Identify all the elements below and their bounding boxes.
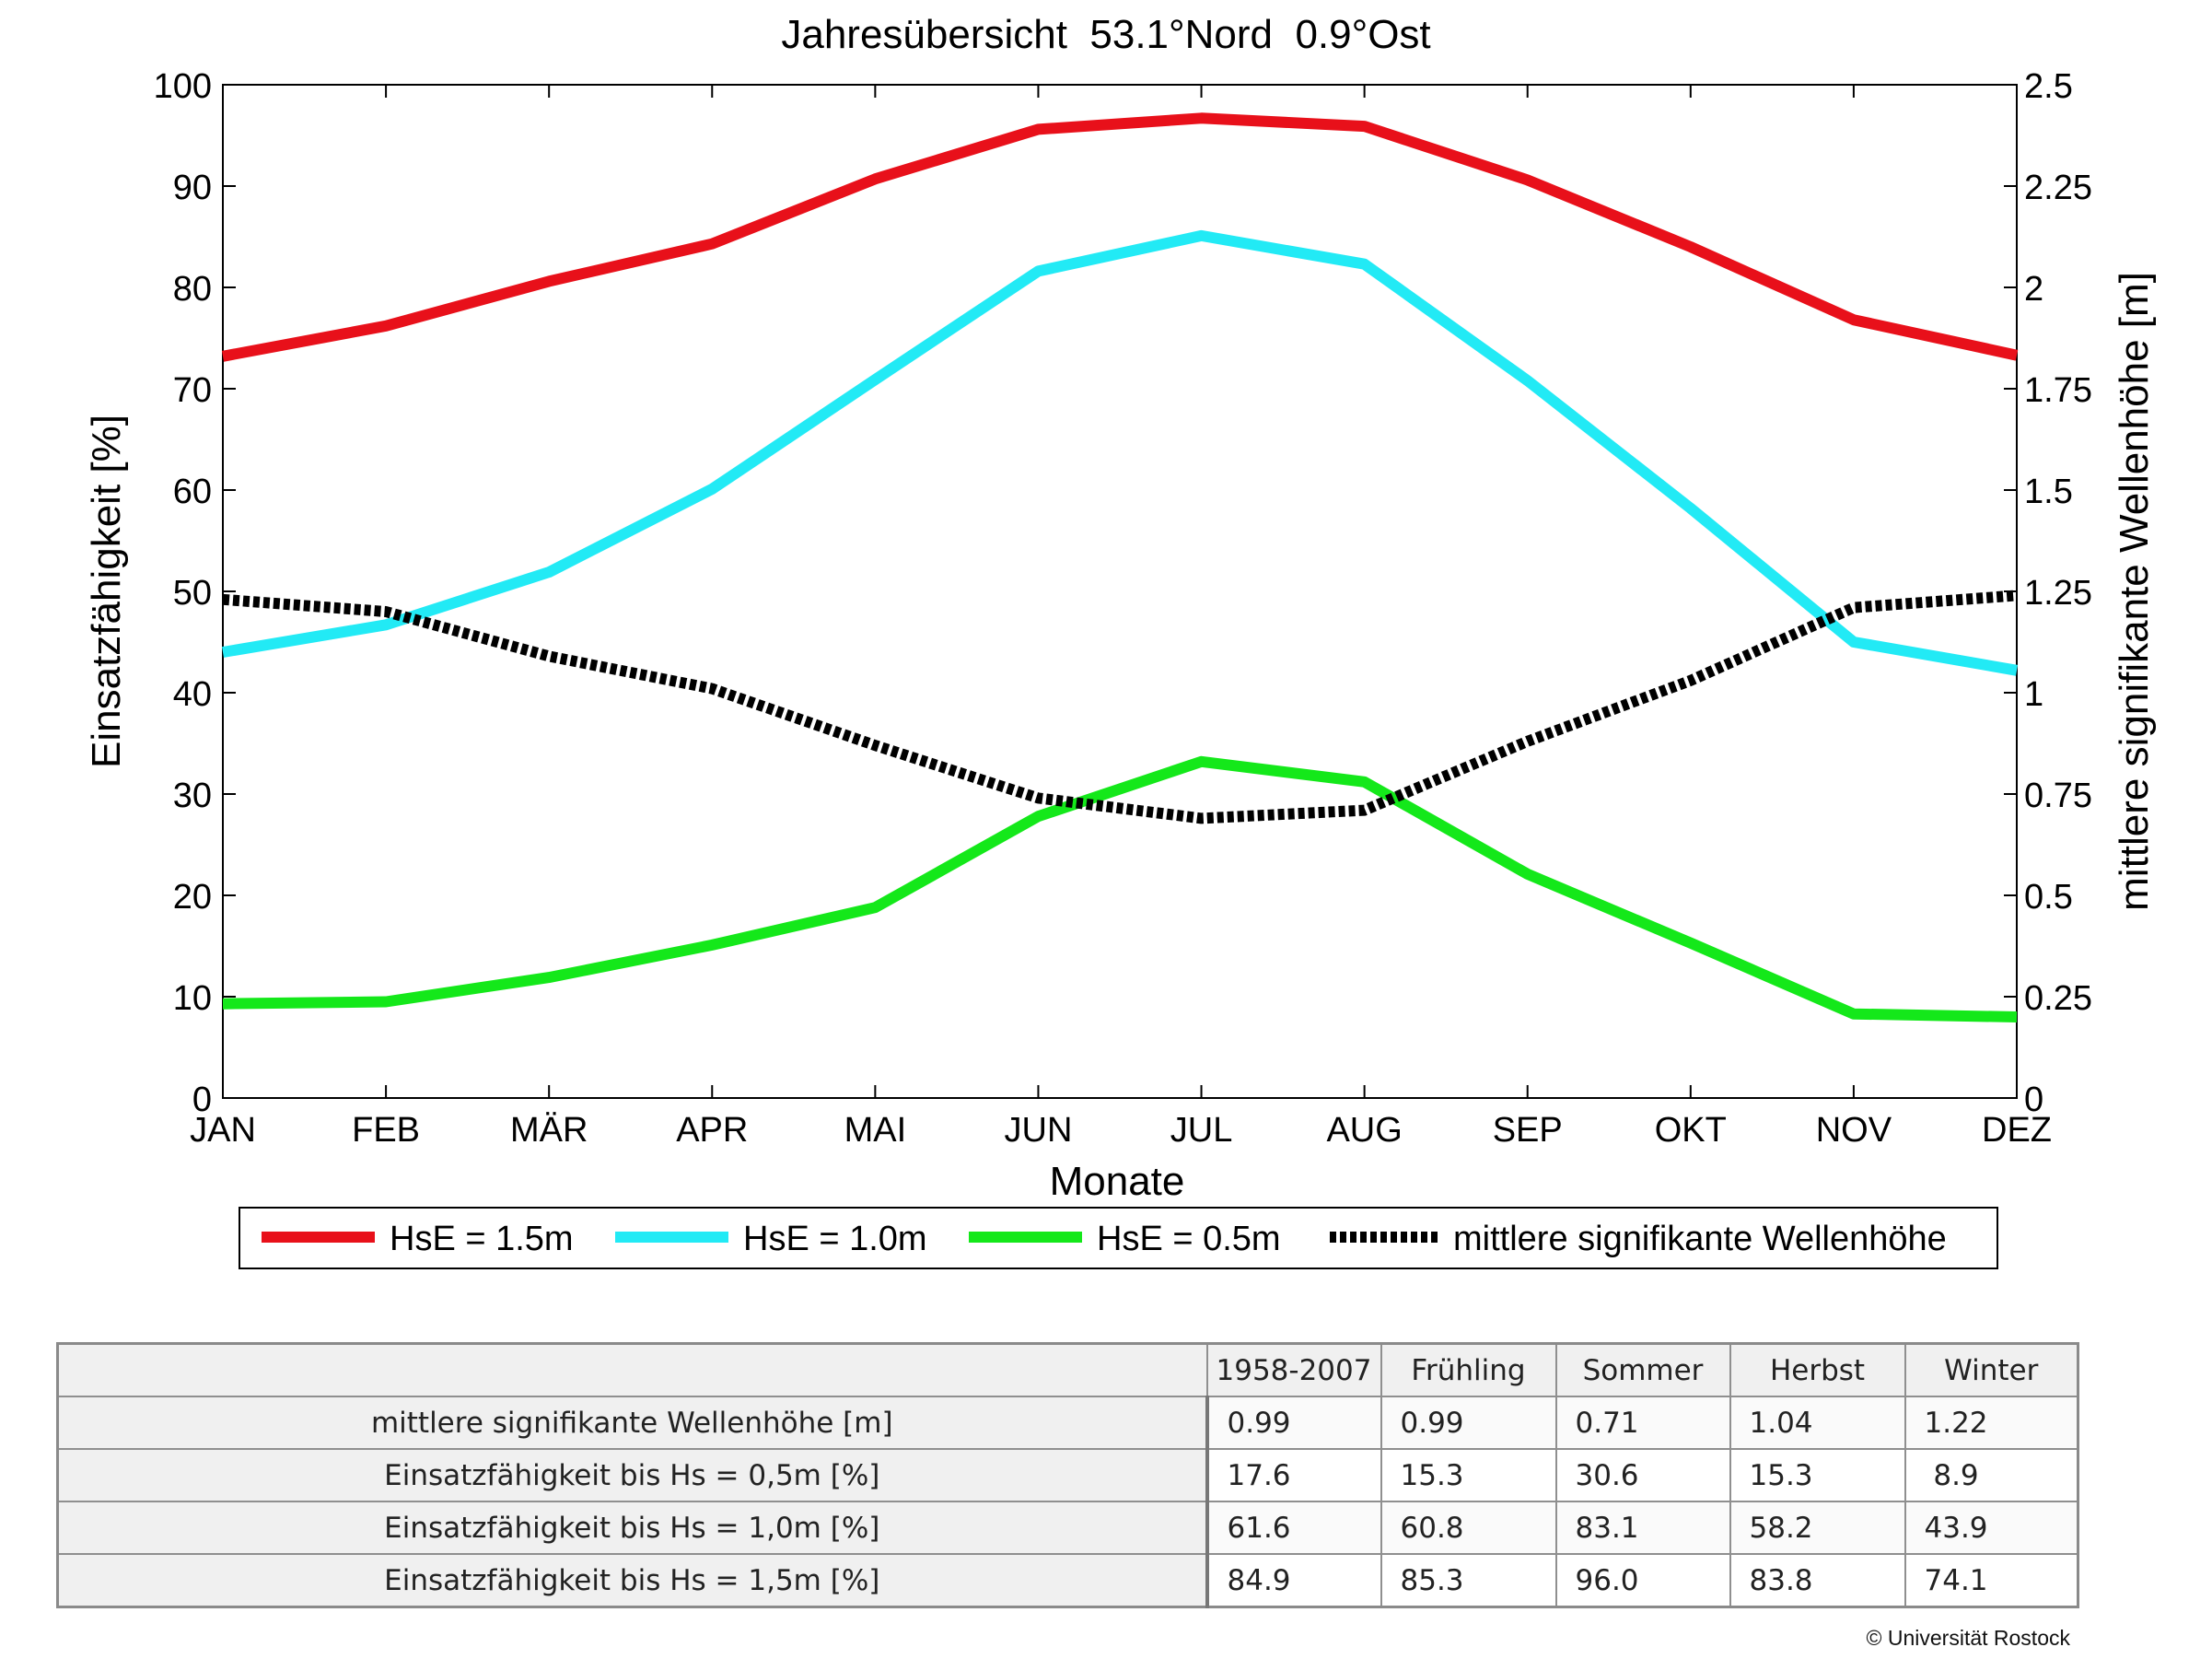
series-line-hse-1-5m <box>221 112 2019 362</box>
y-tick-label-right: 0.5 <box>2024 878 2073 917</box>
x-axis-label: Monate <box>1050 1159 1185 1204</box>
y-tick-label-left: 90 <box>173 169 212 207</box>
column-header: Winter <box>1903 1342 2079 1397</box>
axis-ticks: 0 10 20 30 40 50 60 70 80 90 100 0 0.25 0.5 0.75 1 1.25 1… <box>154 67 2092 1150</box>
y-tick-label-left: 20 <box>173 878 212 917</box>
y-tick-label-right: 0.75 <box>2024 777 2092 815</box>
y-tick-label-right: 0.25 <box>2024 979 2092 1018</box>
legend-label: HsE = 1.5m <box>390 1220 574 1258</box>
table-cell: 83.1 <box>1554 1501 1731 1555</box>
table-cell: 84.9 <box>1205 1553 1382 1608</box>
table-row: Einsatzfähigkeit bis Hs = 1,0m [%] 61.6 … <box>56 1501 2079 1555</box>
table-cell: 1.22 <box>1903 1396 2079 1450</box>
table-cell: 30.6 <box>1554 1448 1731 1502</box>
x-tick-label: JAN <box>190 1111 256 1150</box>
statistics-table: 1958-2007 Frühling Sommer Herbst Winter … <box>56 1342 2079 1608</box>
chart-title: Jahresübersicht 53.1°Nord 0.9°Ost <box>781 12 1430 57</box>
y-axis-label-right: mittlere signifikante Wellenhöhe [m] <box>2112 272 2157 911</box>
table-cell: 17.6 <box>1205 1448 1382 1502</box>
table-cell: 0.99 <box>1380 1396 1557 1450</box>
column-header: 1958-2007 <box>1205 1342 1382 1397</box>
table-cell: 85.3 <box>1380 1553 1557 1608</box>
row-label: Einsatzfähigkeit bis Hs = 1,0m [%] <box>56 1501 1209 1555</box>
x-tick-label: FEB <box>352 1111 420 1150</box>
legend-label: mittlere signifikante Wellenhöhe <box>1453 1220 1947 1258</box>
y-tick-label-right: 2.25 <box>2024 169 2092 207</box>
legend-label: HsE = 0.5m <box>1097 1220 1281 1258</box>
x-tick-label: DEZ <box>1982 1111 2052 1150</box>
table-cell: 8.9 <box>1903 1448 2079 1502</box>
y-tick-label-right: 2.5 <box>2024 67 2073 106</box>
table-corner-cell <box>56 1342 1208 1397</box>
column-header: Frühling <box>1380 1342 1557 1397</box>
table-cell: 15.3 <box>1729 1448 1906 1502</box>
table-cell: 58.2 <box>1729 1501 1906 1555</box>
y-tick-label-left: 80 <box>173 270 212 309</box>
row-label: mittlere signifikante Wellenhöhe [m] <box>56 1396 1209 1450</box>
table-cell: 15.3 <box>1380 1448 1557 1502</box>
x-tick-label: OKT <box>1655 1111 1727 1150</box>
x-tick-label: MÄR <box>510 1111 588 1150</box>
row-label: Einsatzfähigkeit bis Hs = 0,5m [%] <box>56 1448 1209 1502</box>
x-tick-label: JUL <box>1170 1111 1233 1150</box>
y-tick-label-left: 70 <box>173 371 212 410</box>
copyright-notice: © Universität Rostock <box>1866 1626 2070 1650</box>
table-row: Einsatzfähigkeit bis Hs = 0,5m [%] 17.6 … <box>56 1448 2079 1502</box>
table-row: mittlere signifikante Wellenhöhe [m] 0.9… <box>56 1396 2079 1450</box>
x-tick-label: JUN <box>1005 1111 1073 1150</box>
y-tick-label-left: 30 <box>173 777 212 815</box>
chart: Jahresübersicht 53.1°Nord 0.9°Ost 010203… <box>84 12 2157 1269</box>
series-line-mittlere-signifikante-wellenh-he <box>222 590 2018 824</box>
table-cell: 43.9 <box>1903 1501 2079 1555</box>
y-tick-label-left: 50 <box>173 574 212 613</box>
y-tick-label-right: 1.25 <box>2024 574 2092 613</box>
y-tick-label-left: 60 <box>173 473 212 511</box>
table-cell: 61.6 <box>1205 1501 1382 1555</box>
table-row: Einsatzfähigkeit bis Hs = 1,5m [%] 84.9 … <box>56 1553 2079 1608</box>
y-tick-label-right: 2 <box>2024 270 2043 309</box>
legend-label: HsE = 1.0m <box>743 1220 927 1258</box>
legend: HsE = 1.5m HsE = 1.0m HsE = 0.5m mittlere s… <box>239 1207 1998 1269</box>
y-tick-label-left: 10 <box>173 979 212 1018</box>
series-line-hse-0-5m <box>222 755 2018 1022</box>
legend-box <box>239 1207 1998 1269</box>
table-cell: 1.04 <box>1729 1396 1906 1450</box>
y-tick-label-right: 1.5 <box>2024 473 2073 511</box>
table-cell: 74.1 <box>1903 1553 2079 1608</box>
x-tick-label: NOV <box>1816 1111 1892 1150</box>
column-header: Herbst <box>1729 1342 1906 1397</box>
y-tick-label-left: 100 <box>154 67 212 106</box>
y-axis-label-left: Einsatzfähigkeit [%] <box>84 415 129 768</box>
x-tick-label: AUG <box>1326 1111 1402 1150</box>
x-tick-label: MAI <box>844 1111 907 1150</box>
table-cell: 0.99 <box>1205 1396 1382 1450</box>
x-tick-label: SEP <box>1493 1111 1563 1150</box>
y-tick-label-left: 0 <box>192 1081 212 1119</box>
table-cell: 0.71 <box>1554 1396 1731 1450</box>
y-tick-label-right: 0 <box>2024 1081 2043 1119</box>
series-lines <box>221 112 2019 1022</box>
row-label: Einsatzfähigkeit bis Hs = 1,5m [%] <box>56 1553 1209 1608</box>
table-header-row: 1958-2007 Frühling Sommer Herbst Winter <box>56 1342 2079 1397</box>
table-cell: 83.8 <box>1729 1553 1906 1608</box>
table-cell: 96.0 <box>1554 1553 1731 1608</box>
y-tick-label-right: 1.75 <box>2024 371 2092 410</box>
series-line-hse-1-0m <box>222 229 2019 676</box>
x-tick-label: APR <box>676 1111 748 1150</box>
y-tick-label-left: 40 <box>173 675 212 714</box>
column-header: Sommer <box>1554 1342 1731 1397</box>
table-cell: 60.8 <box>1380 1501 1557 1555</box>
y-tick-label-right: 1 <box>2024 675 2043 714</box>
